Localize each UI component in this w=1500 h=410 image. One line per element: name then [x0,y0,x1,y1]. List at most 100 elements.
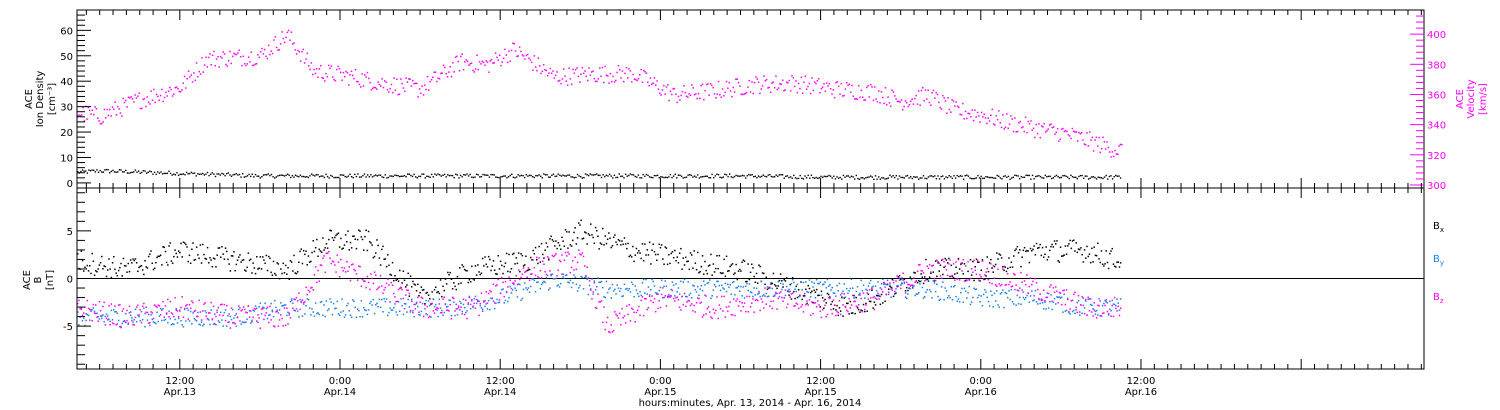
bz-point-428 [591,298,593,300]
ion-density-point-606 [1047,175,1050,178]
bx-point-745 [972,260,974,263]
by-point-175 [287,311,289,314]
bx-point-371 [522,265,525,267]
bx-point-430 [593,242,596,244]
bz-point-1 [78,299,80,302]
velocity-axis-label-line1: ACE [1455,89,1466,109]
bz-point-202 [319,264,322,266]
ion-density-point-473 [834,178,837,180]
velocity-point-548 [808,82,811,85]
by-point-298 [435,303,437,306]
bz-point-9 [87,307,90,310]
by-point-556 [745,285,747,288]
bz-point-520 [701,316,704,318]
ion-density-point-46 [150,171,153,173]
bx-point-166 [276,262,278,264]
bz-point-20 [101,315,103,317]
bz-point-65 [155,305,157,307]
bz-point-257 [385,282,388,285]
by-point-568 [759,295,761,298]
bz-point-612 [812,312,814,315]
by-point-107 [205,311,208,314]
velocity-point-544 [803,81,805,83]
velocity-point-149 [275,46,278,49]
bx-point-663 [873,301,876,303]
bz-point-860 [1110,315,1112,317]
bx-point-361 [510,268,513,270]
bx-point-222 [343,244,346,246]
ion-density-point-171 [350,176,353,178]
ion-density-point-286 [535,174,537,177]
velocity-point-187 [326,75,329,78]
by-point-571 [763,294,765,296]
by-point-215 [335,307,337,309]
velocity-point-414 [629,70,632,72]
velocity-point-769 [1103,141,1106,143]
bx-point-831 [1075,242,1077,244]
velocity-axis-label: ACE Velocity [km/s] [1455,79,1489,118]
velocity-point-254 [416,82,418,85]
bx-point-136 [240,261,242,263]
by-point-618 [819,281,821,283]
velocity-point-413 [628,68,630,70]
velocity-point-217 [366,71,369,74]
by-point-242 [367,309,370,311]
bz-point-19 [99,309,102,312]
by-point-139 [244,321,246,324]
velocity-point-230 [384,80,386,82]
bx-point-783 [1017,252,1020,254]
by-point-463 [633,296,635,298]
bz-point-405 [563,259,566,261]
by-point-528 [711,295,713,297]
bx-point-69 [159,254,162,256]
velocity-axis-label-line3: [km/s] [1478,83,1489,115]
by-point-220 [341,298,343,300]
by-point-803 [1041,302,1044,304]
velocity-point-775 [1111,151,1114,153]
velocity-point-292 [466,60,469,63]
velocity-point-393 [601,66,604,69]
by-point-669 [880,283,883,285]
bz-point-449 [616,315,618,317]
bx-point-768 [999,254,1002,256]
bz-point-321 [462,298,465,301]
bz-point-587 [782,300,784,302]
bz-point-701 [919,263,921,266]
ion-density-point-38 [137,170,140,172]
velocity-point-277 [446,76,449,78]
velocity-point-353 [548,72,550,74]
ion-density-point-490 [862,177,864,179]
velocity-point-288 [461,53,463,55]
bx-point-167 [277,263,280,265]
bz-point-855 [1104,304,1106,307]
ion-density-point-59 [171,174,173,176]
bx-point-675 [888,288,890,290]
bz-point-581 [775,291,777,294]
velocity-point-117 [233,52,235,55]
bx-point-716 [937,262,939,264]
bx-point-855 [1104,263,1106,265]
ion-density-point-303 [562,174,564,176]
ion-density-series [77,168,1122,180]
ion-density-point-48 [153,171,156,173]
bz-point-693 [909,285,912,287]
by-point-582 [776,292,778,295]
velocity-point-774 [1110,156,1112,158]
ion-density-point-164 [339,174,342,176]
ion-density-point-421 [751,174,753,176]
velocity-tick-label-5: 400 [1427,30,1446,41]
bz-point-252 [379,274,382,277]
by-point-450 [617,287,620,289]
ion-density-point-42 [144,170,146,172]
bx-point-833 [1077,248,1080,250]
bx-point-614 [814,291,817,293]
bz-point-716 [937,260,939,263]
ion-density-point-426 [759,176,761,178]
by-point-99 [195,320,198,322]
velocity-point-443 [668,99,670,102]
by-point-179 [292,302,294,304]
by-point-587 [782,283,784,285]
bz-point-553 [741,302,743,304]
ion-density-point-370 [669,173,672,176]
bx-point-309 [448,274,450,276]
